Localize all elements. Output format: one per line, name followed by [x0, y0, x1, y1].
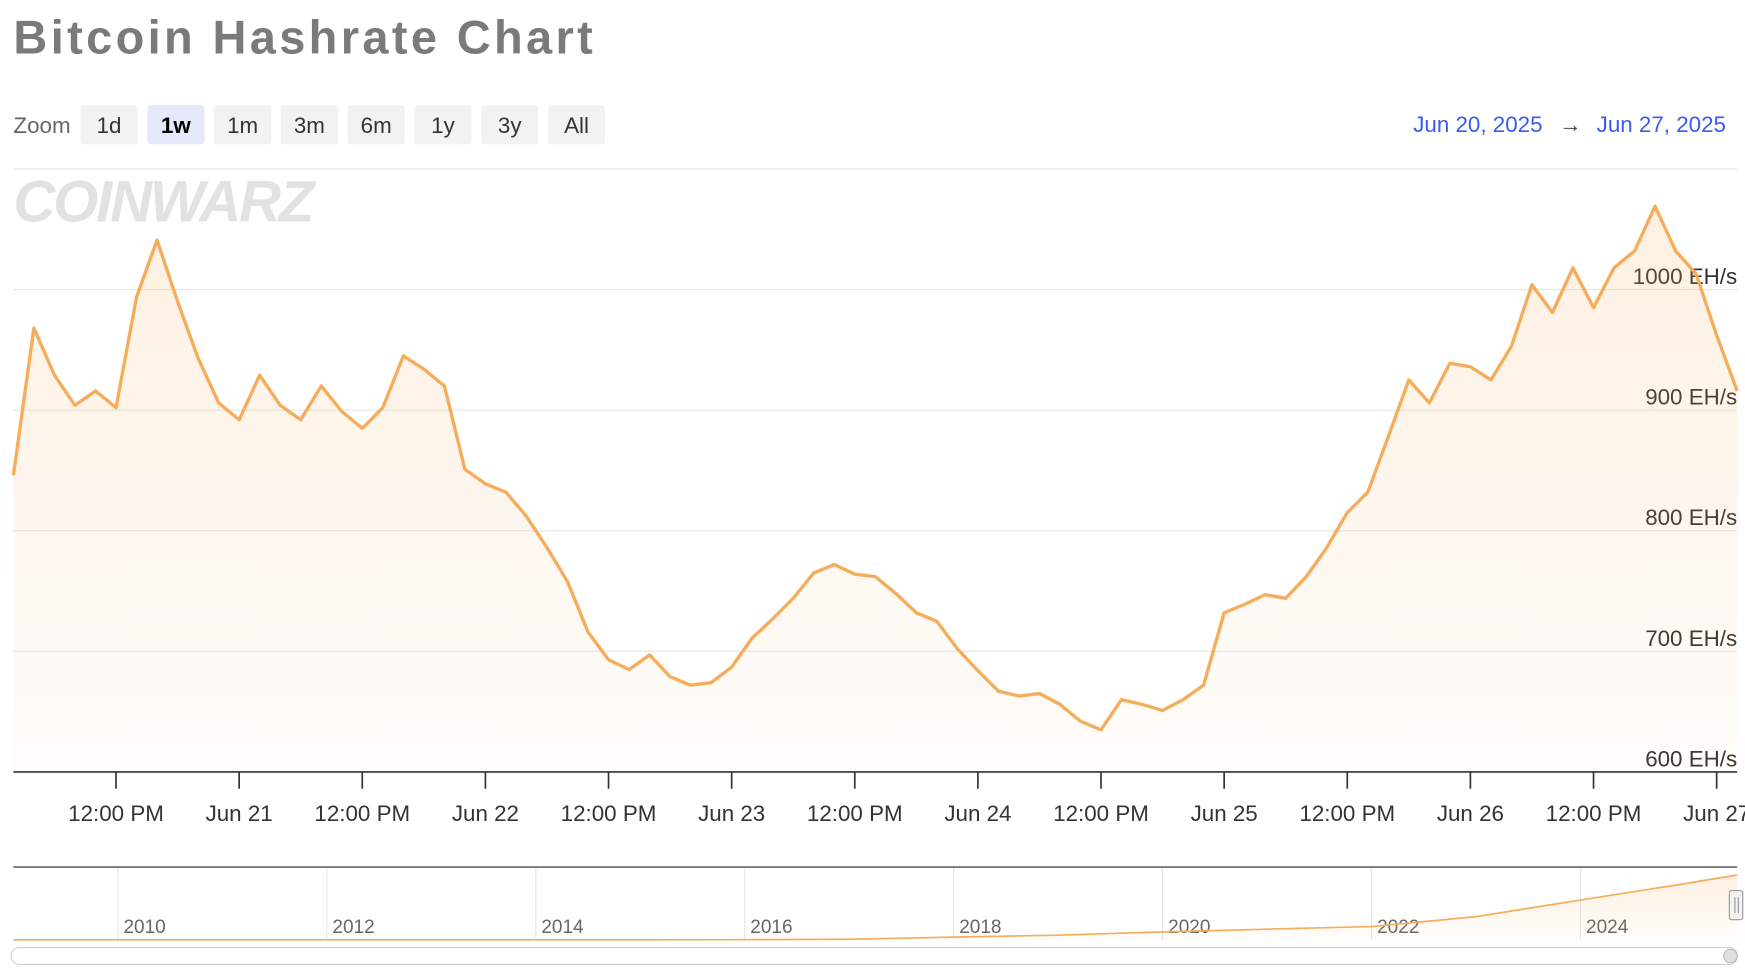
x-tick-label: 2018 [959, 917, 1001, 938]
x-tick-label: 12:00 PM [1053, 801, 1149, 826]
zoom-button-label[interactable]: 3m [294, 113, 325, 138]
zoom-button-label[interactable]: 1d [97, 113, 122, 138]
main-chart: 600 EH/s700 EH/s800 EH/s900 EH/s1000 EH/… [11, 204, 1745, 826]
zoom-button[interactable]: 6m [347, 105, 405, 145]
zoom-button-bg[interactable] [280, 105, 338, 145]
zoom-button-label[interactable]: All [564, 113, 589, 138]
zoom-button-label[interactable]: 6m [361, 113, 392, 138]
x-tick-label: 2016 [750, 917, 792, 938]
x-tick-label: Jun 27 [1683, 801, 1745, 826]
range-to[interactable]: Jun 27, 2025 [1597, 112, 1726, 137]
chart-title: Bitcoin Hashrate Chart [13, 11, 596, 64]
zoom-button-bg[interactable] [80, 105, 138, 145]
range-arrow: → [1559, 112, 1581, 137]
zoom-button-label[interactable]: 1w [161, 113, 191, 138]
watermark: COINWARZ [13, 170, 316, 235]
zoom-button-bg[interactable] [481, 105, 539, 145]
x-tick-label: Jun 21 [206, 801, 273, 826]
zoom-button[interactable]: 1d [80, 105, 138, 145]
zoom-label: Zoom [13, 113, 70, 138]
x-tick-label: 12:00 PM [1546, 801, 1642, 826]
zoom-button-label[interactable]: 3y [498, 113, 522, 138]
x-tick-label: Jun 26 [1437, 801, 1504, 826]
navigator-handle[interactable] [1728, 890, 1744, 921]
zoom-button[interactable]: 1w [147, 105, 205, 145]
zoom-button[interactable]: 1m [214, 105, 272, 145]
area-fill [13, 206, 1738, 772]
range-from[interactable]: Jun 20, 2025 [1413, 112, 1542, 137]
x-tick-label: Jun 23 [698, 801, 765, 826]
zoom-button[interactable]: 3m [280, 105, 338, 145]
x-tick-label: Jun 25 [1191, 801, 1258, 826]
zoom-button-bg[interactable] [547, 105, 606, 145]
zoom-button[interactable]: All [547, 105, 606, 145]
x-tick-label: 12:00 PM [1299, 801, 1395, 826]
x-tick-label: 12:00 PM [807, 801, 903, 826]
zoom-button[interactable]: 1y [414, 105, 472, 145]
series-line [11, 204, 1739, 732]
x-tick-label: 12:00 PM [314, 801, 410, 826]
x-tick-label: 2010 [123, 917, 165, 938]
x-tick-label: 2014 [541, 917, 584, 938]
zoom-button-label[interactable]: 1y [431, 113, 455, 138]
zoom-buttons: 1d 1w 1m 3m 6m 1y 3y All [80, 105, 606, 145]
area-fill [13, 875, 1738, 940]
x-tick-label: Jun 24 [944, 801, 1011, 826]
zoom-button-bg[interactable] [414, 105, 472, 145]
zoom-button-label[interactable]: 1m [227, 113, 258, 138]
x-tick-label: 12:00 PM [561, 801, 657, 826]
navigator: 20102012201420162018202020222024 [13, 866, 1738, 941]
zoom-button-bg[interactable] [347, 105, 405, 145]
scrollbar[interactable] [10, 947, 1738, 965]
scrollbar-thumb[interactable] [1723, 948, 1738, 964]
x-tick-label: 12:00 PM [68, 801, 164, 826]
x-tick-label: Jun 22 [452, 801, 519, 826]
zoom-button-bg[interactable] [147, 105, 205, 145]
x-tick-label: 2012 [332, 917, 374, 938]
zoom-button[interactable]: 3y [481, 105, 539, 145]
series-line [13, 874, 1738, 941]
zoom-button-bg[interactable] [214, 105, 272, 145]
